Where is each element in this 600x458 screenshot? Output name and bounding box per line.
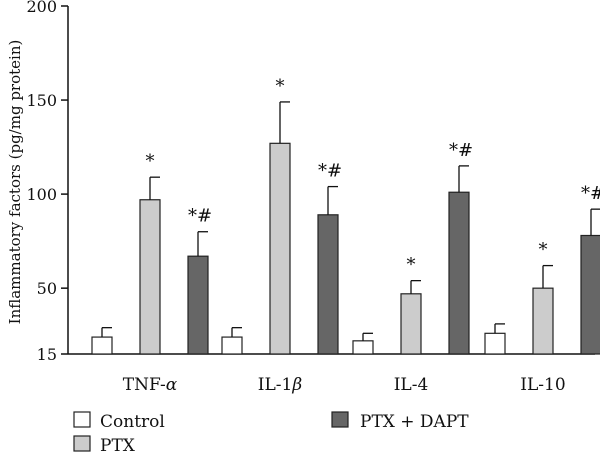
- x-tick-label-main: IL-4: [394, 375, 429, 395]
- x-tick-label-main: IL-1: [258, 375, 293, 395]
- bar-control-1: [221, 336, 243, 355]
- bar-ptx-3: [532, 287, 554, 355]
- bar-ptx-dapt-1: [317, 214, 339, 355]
- significance-label: *#: [581, 183, 600, 204]
- significance-label: *#: [318, 161, 342, 182]
- bar-ptx-1: [269, 142, 291, 355]
- significance-label: *: [407, 255, 416, 276]
- legend-swatch-ptx-dapt: [331, 411, 349, 428]
- x-tick-label: IL-1β: [258, 375, 303, 395]
- significance-label: *: [146, 151, 155, 172]
- bar-control-0: [91, 336, 113, 355]
- significance-label: *#: [188, 206, 212, 227]
- legend: Control PTX PTX + DAPT: [73, 411, 469, 456]
- legend-label: Control: [100, 412, 165, 432]
- bar-ptx-dapt-0: [187, 255, 209, 355]
- bar-ptx-dapt-2: [448, 191, 470, 355]
- x-tick-label-greek: α: [166, 375, 178, 395]
- significance-label: *: [276, 76, 285, 97]
- bar-ptx-dapt-3: [580, 234, 600, 355]
- legend-swatch-control: [73, 411, 91, 428]
- labels: * *# TNF-α * *# IL-1β * *# IL-4 * *# IL-10: [123, 76, 600, 395]
- bar-ptx-2: [400, 293, 422, 355]
- x-tick-label: TNF-α: [123, 375, 178, 395]
- bar-control-2: [352, 340, 374, 355]
- x-tick-label-greek: β: [291, 375, 302, 395]
- x-tick-label-main: TNF-: [123, 375, 166, 395]
- x-tick-label: IL-10: [520, 375, 565, 395]
- bar-control-3: [484, 332, 506, 355]
- bars: [91, 101, 600, 355]
- y-tick-label: 50: [37, 279, 57, 298]
- legend-label: PTX + DAPT: [360, 412, 469, 432]
- significance-label: *: [539, 240, 548, 261]
- y-tick-label: 150: [26, 91, 57, 110]
- significance-label: *#: [449, 140, 473, 161]
- y-tick-label: 100: [26, 185, 57, 204]
- x-tick-label: IL-4: [394, 375, 429, 395]
- y-tick-label: 200: [26, 0, 57, 16]
- axes: 15 50 100 150 200 Inflammatory factors (pg/mg…: [6, 0, 595, 364]
- legend-label: PTX: [100, 436, 136, 454]
- y-axis-label: Inflammatory factors (pg/mg protein): [6, 40, 24, 325]
- y-tick-label: 15: [37, 345, 57, 364]
- bar-ptx-0: [139, 199, 161, 355]
- legend-swatch-ptx: [73, 435, 91, 452]
- x-tick-label-main: IL-10: [520, 375, 565, 395]
